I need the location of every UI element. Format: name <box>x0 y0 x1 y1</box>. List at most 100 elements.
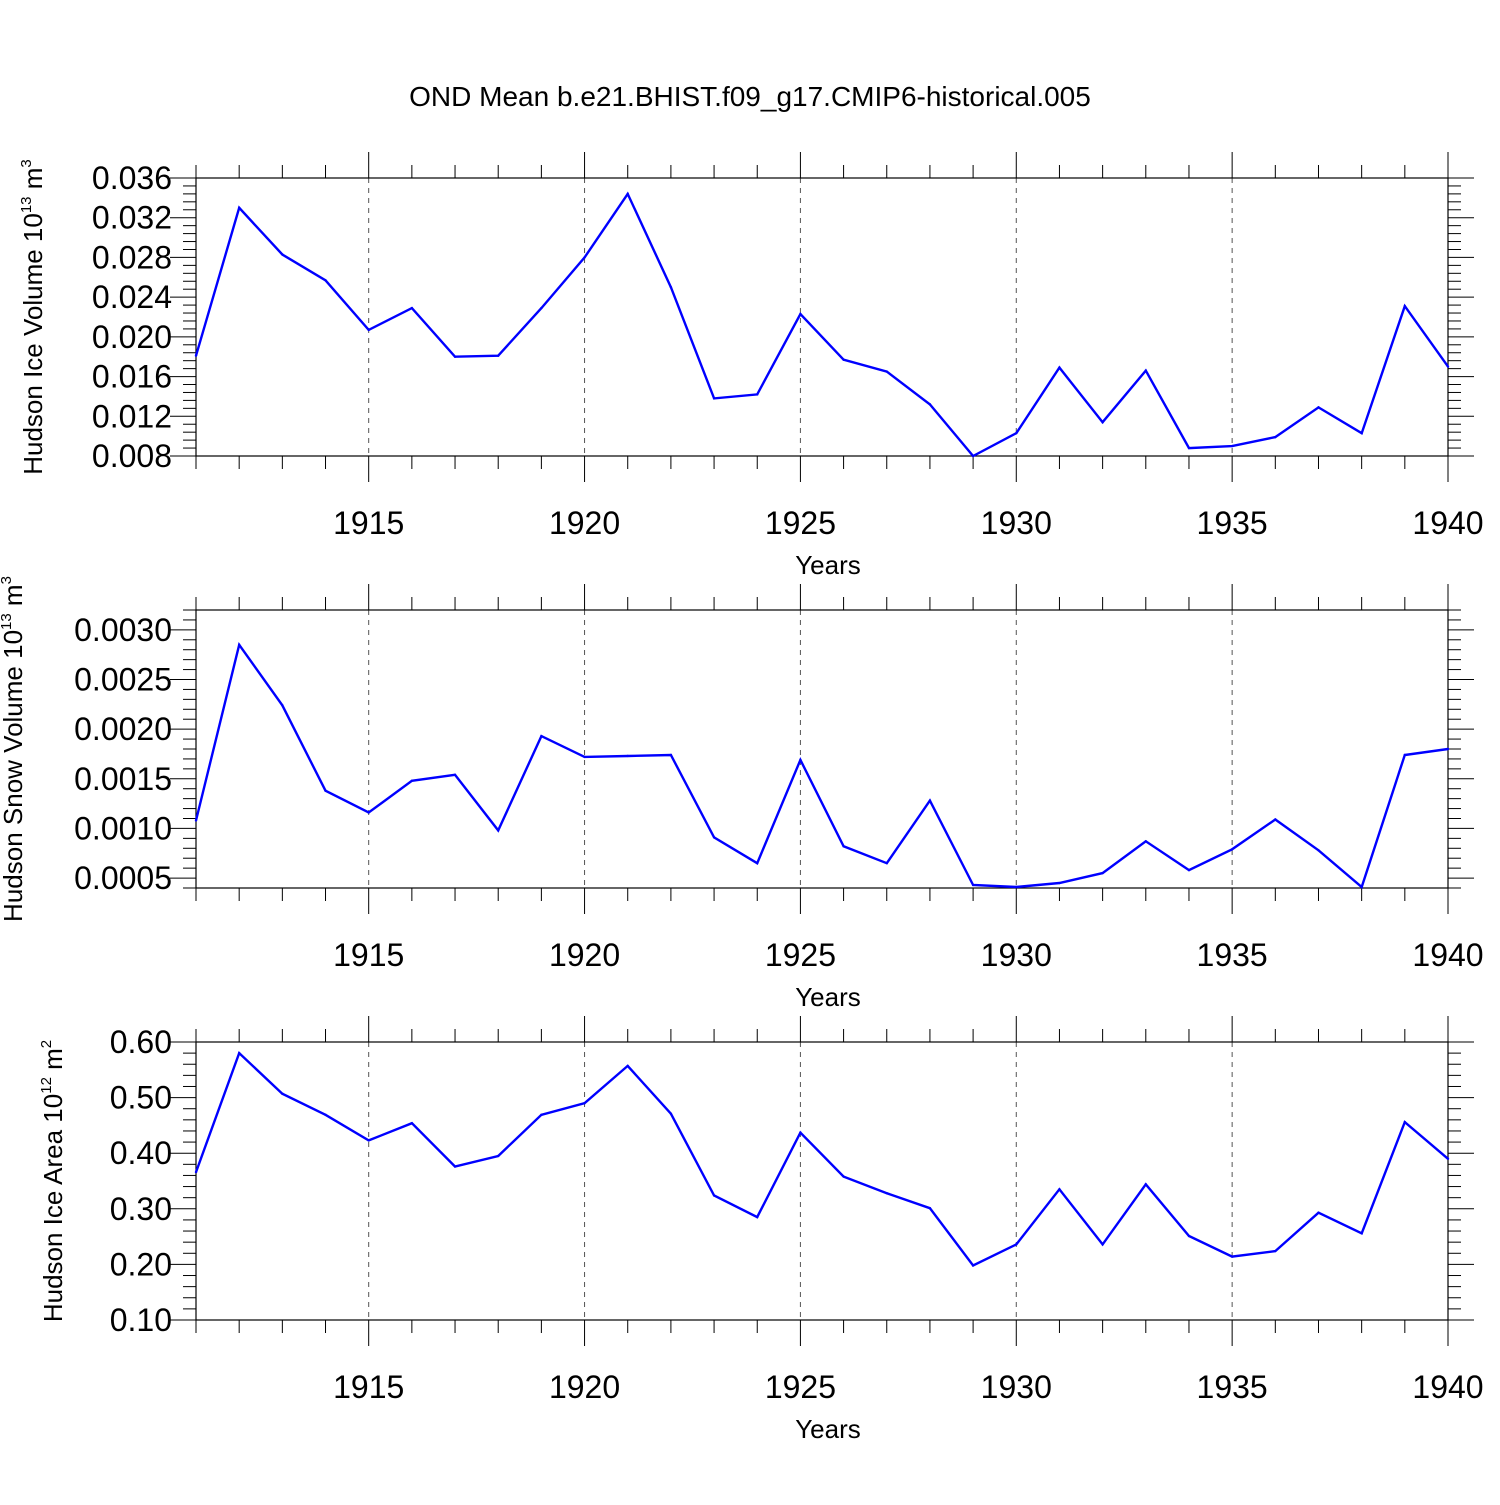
x-tick-label: 1935 <box>1197 937 1268 973</box>
data-point <box>1403 1120 1407 1124</box>
data-point <box>540 1113 543 1117</box>
y-axis-label-main: Hudson Ice Volume 10 <box>18 213 48 475</box>
data-point <box>1360 431 1363 435</box>
data-point <box>971 454 975 458</box>
y-tick-label: 0.024 <box>92 279 172 315</box>
data-point <box>281 1092 284 1095</box>
data-point <box>928 403 932 406</box>
data-point <box>971 883 975 887</box>
series-line <box>194 191 1449 458</box>
data-point <box>928 1207 932 1210</box>
data-point <box>885 370 888 373</box>
data-point <box>885 1192 888 1195</box>
x-tick-label: 1925 <box>765 937 836 973</box>
x-tick-label: 1940 <box>1412 1369 1483 1405</box>
data-point <box>237 206 241 209</box>
data-point <box>453 773 457 777</box>
x-tick-label: 1935 <box>1197 505 1268 541</box>
chart-panel-1: 1915 1920 1925 1930 1935 1940Years0.0080.0120… <box>18 152 1484 580</box>
data-point <box>324 789 327 792</box>
data-point <box>583 755 586 759</box>
data-point <box>583 256 586 259</box>
chart-panel-3: 1915 1920 1925 1930 1935 1940 Years 0.10 0.20 0.3… <box>38 1016 1484 1444</box>
data-point <box>281 704 284 707</box>
y-tick-label: 0.20 <box>110 1246 172 1282</box>
x-tick-label: 1925 <box>765 505 836 541</box>
data-point <box>367 1139 370 1142</box>
y-axis-label: Hudson Ice Area 1012 m2 <box>38 1040 68 1322</box>
data-point <box>194 354 198 357</box>
x-tick-label: 1920 <box>549 1369 620 1405</box>
x-tick-label: 1930 <box>981 1369 1052 1405</box>
series-line <box>194 1050 1449 1268</box>
y-tick-label: 0.30 <box>110 1191 172 1227</box>
data-point <box>367 811 370 814</box>
data-point <box>1058 366 1061 369</box>
data-point <box>799 1131 802 1134</box>
data-point <box>712 397 716 400</box>
data-point <box>1015 1243 1018 1246</box>
data-point <box>1101 871 1104 875</box>
data-point <box>842 1175 845 1178</box>
y-axis-label-unit: m <box>38 1048 68 1077</box>
y-tick-label: 0.020 <box>92 319 172 355</box>
data-point <box>1101 421 1104 424</box>
data-point <box>1274 1249 1277 1253</box>
data-point <box>1187 1234 1191 1238</box>
data-point <box>1403 753 1407 757</box>
chart-title: OND Mean b.e21.BHIST.f09_g17.CMIP6-histo… <box>409 81 1091 112</box>
data-point <box>194 1170 198 1174</box>
data-point <box>1446 365 1450 368</box>
data-point <box>453 1165 457 1168</box>
data-point <box>756 393 759 396</box>
data-point <box>626 192 629 196</box>
y-tick-label: 0.50 <box>110 1080 172 1116</box>
data-point <box>1144 369 1147 372</box>
y-axis-label-unit: m <box>18 168 48 197</box>
y-tick-label: 0.008 <box>92 438 172 474</box>
data-point <box>410 1121 414 1125</box>
y-axis-label-main: Hudson Ice Area 10 <box>38 1094 68 1322</box>
data-point <box>1187 868 1191 872</box>
data-point <box>1360 1232 1363 1235</box>
data-point <box>453 355 457 358</box>
data-point <box>540 734 543 738</box>
data-point <box>1274 818 1277 821</box>
data-point <box>410 779 414 782</box>
data-point <box>497 829 500 832</box>
y-axis-label: Hudson Snow Volume 1013 m3 <box>0 576 28 922</box>
data-point <box>497 1154 500 1158</box>
y-tick-label: 0.0015 <box>74 761 172 797</box>
x-tick-label: 1920 <box>549 937 620 973</box>
data-point <box>237 643 241 646</box>
y-tick-label: 0.012 <box>92 398 172 434</box>
data-point <box>324 279 327 282</box>
x-tick-label: 1915 <box>333 1369 404 1405</box>
data-point <box>1317 849 1320 852</box>
y-axis-label-exponent: 13 <box>0 613 15 630</box>
x-tick-label: 1920 <box>549 505 620 541</box>
x-axis-label: Years <box>795 550 861 580</box>
y-tick-label: 0.0020 <box>74 711 172 747</box>
y-axis-label-unit: m <box>0 584 28 613</box>
y-tick-label: 0.0005 <box>74 860 172 896</box>
series-line <box>194 641 1449 890</box>
data-point <box>669 753 673 757</box>
data-point <box>367 328 370 332</box>
data-point <box>540 306 543 310</box>
y-tick-label: 0.0030 <box>74 612 172 648</box>
x-tick-label: 1925 <box>765 1369 836 1405</box>
y-axis-label-exponent: 12 <box>38 1077 55 1094</box>
data-point <box>1144 840 1147 843</box>
y-tick-label: 0.0010 <box>74 810 172 846</box>
data-point <box>1101 1243 1104 1246</box>
y-axis-label-unit-exponent: 3 <box>18 159 35 167</box>
x-tick-label: 1940 <box>1412 505 1483 541</box>
y-tick-label: 0.036 <box>92 160 172 196</box>
y-tick-label: 0.028 <box>92 239 172 275</box>
data-point <box>1360 885 1363 889</box>
data-point <box>1446 1157 1450 1160</box>
y-axis-label-unit-exponent: 2 <box>38 1040 55 1048</box>
data-point <box>1144 1183 1147 1186</box>
y-axis-label: Hudson Ice Volume 1013 m3 <box>18 159 48 475</box>
